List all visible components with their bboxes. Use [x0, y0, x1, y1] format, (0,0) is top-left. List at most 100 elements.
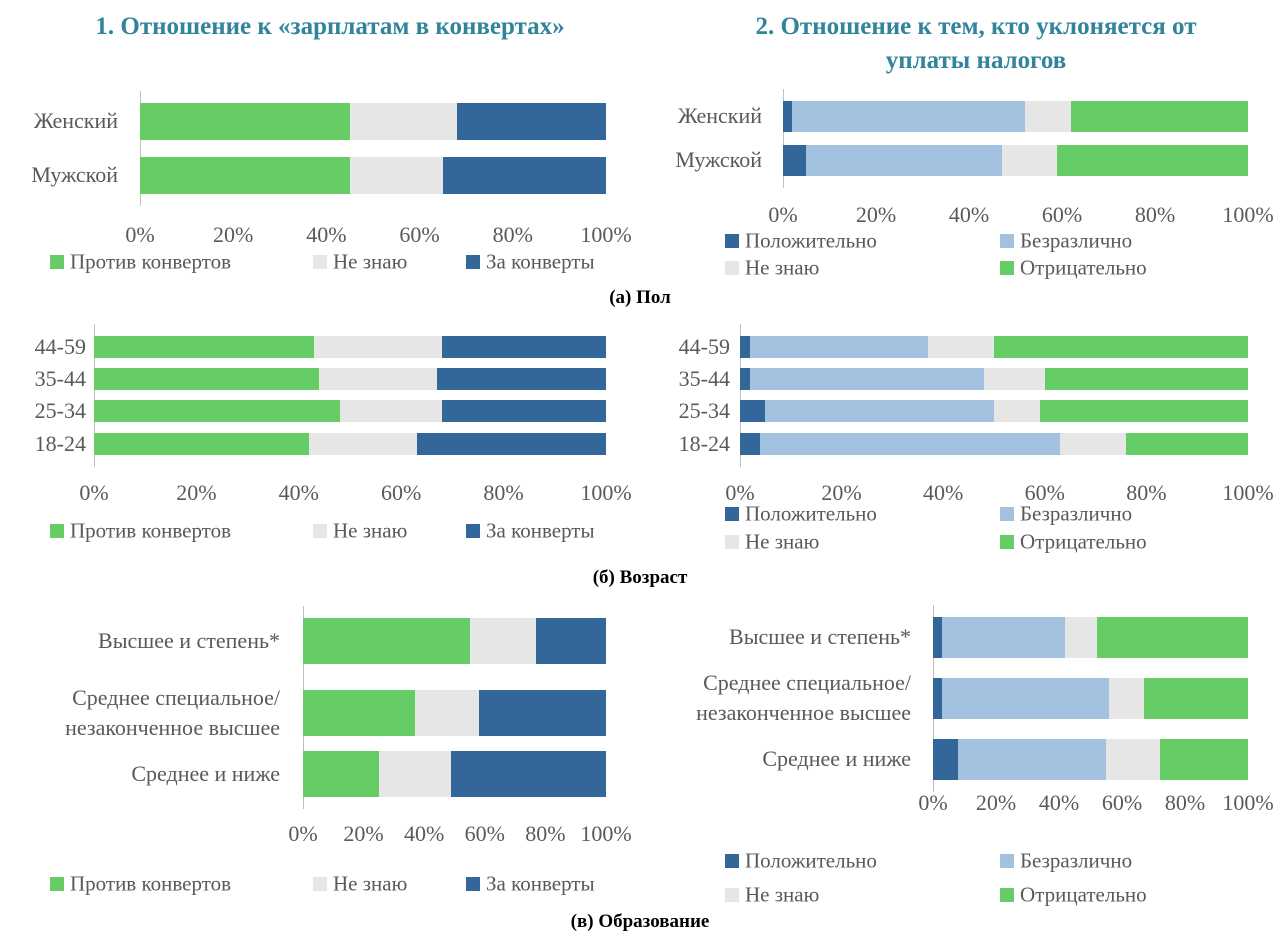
- bar-segment: [760, 433, 1061, 455]
- x-tick-label: 0%: [125, 222, 155, 247]
- bar-segment: [994, 400, 1040, 422]
- legend-label: За конверты: [486, 871, 595, 896]
- x-tick-label: 80%: [525, 821, 566, 846]
- legend-label: За конверты: [486, 518, 595, 543]
- y-tick-label: 35-44: [678, 366, 730, 391]
- bar-segment: [1024, 100, 1072, 132]
- bar-segment: [442, 336, 606, 358]
- y-tick-label: Женский: [677, 103, 762, 128]
- bar-segment: [1159, 738, 1248, 780]
- bar-segment: [303, 690, 416, 736]
- legend-label: Не знаю: [745, 882, 820, 907]
- bar-segment: [478, 690, 606, 736]
- legend-swatch: [1000, 854, 1014, 868]
- x-tick-label: 80%: [483, 480, 524, 505]
- legend-swatch: [313, 877, 327, 891]
- legend-label: Безразлично: [1020, 228, 1133, 253]
- legend-label: Положительно: [745, 848, 877, 873]
- bar-segment: [994, 336, 1248, 358]
- bar-segment: [303, 618, 470, 664]
- bar-segment: [933, 616, 943, 658]
- bar-segment: [1106, 738, 1160, 780]
- bar-segment: [378, 751, 452, 797]
- x-tick-label: 100%: [580, 480, 632, 505]
- bar-segment: [94, 400, 340, 422]
- legend-label: Против конвертов: [70, 518, 231, 543]
- x-tick-label: 20%: [343, 821, 384, 846]
- y-tick-label: Женский: [33, 108, 118, 133]
- x-tick-label: 80%: [1134, 202, 1176, 227]
- x-tick-label: 80%: [1126, 480, 1167, 505]
- y-tick-label: Мужской: [31, 162, 118, 187]
- bar-segment: [1144, 677, 1248, 719]
- bar-segment: [456, 102, 606, 140]
- bar-segment: [1039, 400, 1248, 422]
- x-tick-label: 60%: [1041, 202, 1083, 227]
- bar-segment: [303, 751, 379, 797]
- bar-segment: [536, 618, 606, 664]
- x-tick-label: 60%: [464, 821, 505, 846]
- caption: (в) Образование: [570, 911, 710, 932]
- bar-segment: [933, 677, 943, 719]
- bar-segment: [349, 156, 443, 194]
- x-tick-label: 60%: [399, 222, 440, 247]
- y-tick-label: Высшее и степень*: [98, 628, 280, 653]
- legend-label: Положительно: [745, 501, 877, 526]
- y-tick-label: 44-59: [34, 334, 86, 359]
- y-tick-label: 18-24: [678, 431, 730, 456]
- bar-segment: [415, 690, 479, 736]
- legend-swatch: [725, 234, 739, 248]
- bar-segment: [451, 751, 606, 797]
- bar-segment: [319, 368, 438, 390]
- bar-segment: [927, 336, 994, 358]
- bar-segment: [740, 368, 751, 390]
- y-axis-line: [140, 90, 141, 206]
- bar-segment: [983, 368, 1045, 390]
- bar-segment: [416, 433, 606, 455]
- bar-segment: [765, 400, 994, 422]
- legend-label: Отрицательно: [1020, 529, 1147, 554]
- x-tick-label: 0%: [288, 821, 318, 846]
- bar-segment: [442, 156, 606, 194]
- x-tick-label: 0%: [725, 480, 755, 505]
- legend-swatch: [50, 524, 64, 538]
- y-tick-label: Среднее специальное/ незаконченное высше…: [65, 685, 280, 740]
- bar-segment: [750, 336, 928, 358]
- y-tick-label: 35-44: [34, 366, 86, 391]
- y-tick-label: Среднее и ниже: [131, 761, 280, 786]
- y-tick-label: Мужской: [675, 147, 762, 172]
- legend-swatch: [313, 524, 327, 538]
- left-title: 1. Отношение к «зарплатам в конвертах»: [95, 13, 565, 40]
- legend-label: Не знаю: [333, 518, 408, 543]
- x-tick-label: 60%: [1101, 790, 1143, 815]
- bar-segment: [140, 156, 350, 194]
- bar-segment: [942, 616, 1066, 658]
- x-tick-label: 40%: [948, 202, 990, 227]
- bar-segment: [806, 144, 1002, 176]
- legend-swatch: [1000, 535, 1014, 549]
- bar-segment: [442, 400, 606, 422]
- bar-segment: [94, 433, 310, 455]
- legend-label: Отрицательно: [1020, 255, 1147, 280]
- x-tick-label: 20%: [975, 790, 1017, 815]
- bar-segment: [740, 400, 766, 422]
- bar-segment: [94, 368, 320, 390]
- bar-segment: [792, 100, 1025, 132]
- y-axis-line: [740, 324, 741, 467]
- x-tick-label: 20%: [213, 222, 254, 247]
- x-tick-label: 100%: [580, 821, 632, 846]
- bar-segment: [958, 738, 1107, 780]
- bar-segment: [740, 336, 751, 358]
- bar-segment: [942, 677, 1110, 719]
- bar-segment: [783, 144, 807, 176]
- y-axis-line: [94, 324, 95, 467]
- x-tick-label: 40%: [404, 821, 445, 846]
- x-tick-label: 100%: [1222, 202, 1274, 227]
- x-tick-label: 0%: [768, 202, 798, 227]
- legend-swatch: [50, 877, 64, 891]
- x-tick-label: 40%: [1038, 790, 1080, 815]
- y-tick-label: Среднее специальное/ незаконченное высше…: [696, 670, 911, 725]
- legend-swatch: [1000, 507, 1014, 521]
- y-tick-label: 18-24: [34, 431, 86, 456]
